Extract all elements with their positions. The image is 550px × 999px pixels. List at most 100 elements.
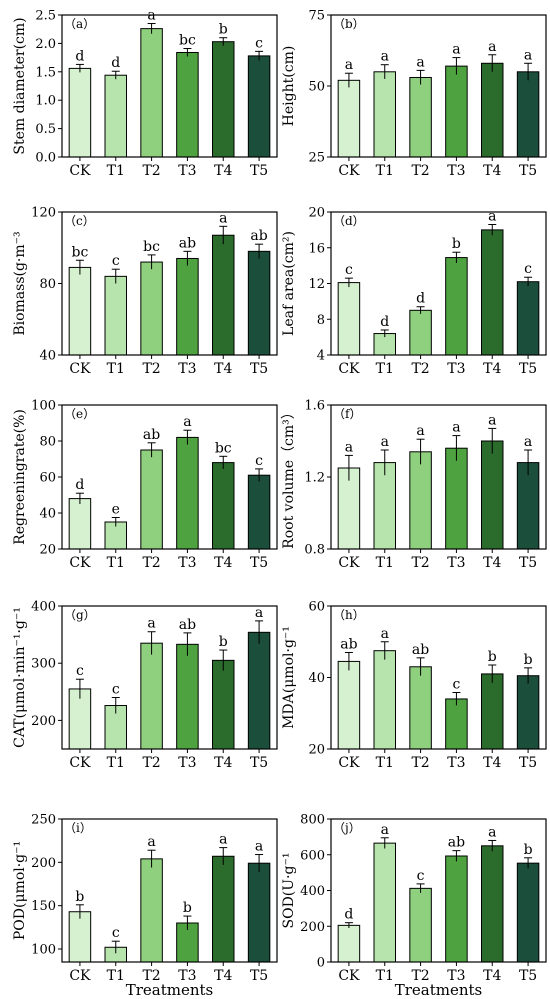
bar-T5 — [516, 675, 540, 750]
category-label: CK — [338, 163, 360, 179]
tick-label: 120 — [31, 206, 56, 221]
significance-letter: a — [452, 420, 460, 436]
tick-label: 40 — [39, 507, 56, 522]
tick-label: 4 — [317, 349, 325, 364]
category-label: T5 — [519, 163, 537, 179]
significance-letter: a — [147, 834, 155, 850]
bar-T2 — [140, 261, 163, 356]
category-label: T3 — [447, 361, 465, 377]
bar-T1 — [373, 71, 396, 158]
chart-panel-5: d CK e T1 ab T2 a T3 bc T4 c T5 20 40 60 80 100 （e） Regree… — [12, 399, 278, 571]
chart-panel-9: b CK c T1 a T2 b T3 a T4 a T5 100 150 200 250 （i） POD(μmo… — [12, 813, 278, 999]
tick-label: 100 — [31, 943, 56, 958]
bar-T5 — [247, 862, 271, 963]
category-label: T1 — [107, 968, 125, 984]
panel-tag: （f） — [333, 407, 361, 421]
significance-letter: b — [75, 889, 84, 905]
chart-panel-6: a CK a T1 a T2 a T3 a T4 a T5 0.8 1.2 1.6 （f） Root volum… — [281, 399, 547, 571]
significance-letter: a — [255, 839, 263, 855]
category-label: CK — [69, 361, 91, 377]
tick-label: 250 — [31, 813, 56, 828]
plot-frame — [61, 404, 278, 550]
bar-T3 — [445, 698, 468, 750]
significance-letter: bc — [179, 33, 196, 49]
significance-letter: bc — [215, 440, 232, 456]
x-axis-title: Treatments — [395, 981, 483, 999]
category-label: CK — [69, 555, 91, 571]
bar-T4 — [481, 229, 504, 356]
category-label: T4 — [483, 555, 501, 571]
panel-tag: （d） — [333, 214, 365, 228]
bar-T5 — [516, 862, 540, 963]
bar-T1 — [373, 842, 396, 963]
category-label: T5 — [519, 555, 537, 571]
significance-letter: c — [255, 453, 263, 469]
significance-letter: c — [76, 663, 84, 679]
tick-label: 200 — [31, 856, 56, 871]
significance-letter: b — [219, 22, 228, 38]
y-axis-title: Biomass(g·m⁻³ — [12, 231, 28, 335]
category-label: CK — [338, 968, 360, 984]
bar-T2 — [140, 449, 163, 550]
chart-panel-3: bc CK c T1 bc T2 ab T3 a T4 ab T5 40 80 120 （c） Biomass(… — [12, 206, 278, 377]
category-label: T4 — [483, 163, 501, 179]
bar-T3 — [176, 436, 199, 550]
bar-T1 — [104, 275, 127, 356]
y-axis-title: POD(μmol·g⁻¹ — [12, 841, 28, 940]
y-axis-title: SOD(U·g⁻¹ — [281, 853, 297, 929]
plot-frame — [61, 818, 278, 963]
tick-label: 200 — [300, 920, 325, 935]
category-label: T5 — [250, 755, 268, 771]
category-label: T3 — [178, 755, 196, 771]
tick-label: 80 — [39, 435, 56, 450]
tick-label: 2.5 — [35, 9, 56, 24]
significance-letter: d — [380, 314, 389, 330]
bar-T2 — [409, 887, 432, 963]
significance-letter: a — [488, 412, 496, 428]
panel-tag: （b） — [333, 17, 365, 31]
bar-T3 — [445, 855, 468, 963]
significance-letter: b — [488, 649, 497, 665]
category-label: T4 — [483, 361, 501, 377]
bar-T3 — [176, 257, 199, 356]
bar-CK — [337, 924, 361, 963]
significance-letter: ab — [143, 427, 160, 443]
category-label: T5 — [519, 968, 537, 984]
significance-letter: a — [381, 822, 389, 838]
significance-letter: b — [219, 634, 228, 650]
significance-letter: d — [111, 55, 120, 71]
significance-letter: e — [112, 502, 120, 518]
significance-letter: a — [488, 209, 496, 225]
significance-letter: bc — [72, 244, 89, 260]
bar-T2 — [409, 309, 432, 356]
significance-letter: ab — [340, 636, 357, 652]
category-label: T1 — [376, 755, 394, 771]
category-label: T5 — [250, 163, 268, 179]
bar-T1 — [373, 462, 396, 550]
bar-T2 — [409, 666, 432, 750]
significance-letter: c — [452, 677, 460, 693]
category-label: T3 — [447, 968, 465, 984]
bar-T2 — [140, 642, 163, 750]
significance-letter: d — [75, 477, 84, 493]
significance-letter: a — [488, 824, 496, 840]
plot-frame — [330, 404, 547, 550]
category-label: CK — [338, 555, 360, 571]
y-axis-title: Root volume（cm³） — [281, 405, 297, 549]
category-label: T1 — [107, 361, 125, 377]
category-label: T2 — [411, 968, 429, 984]
chart-panel-10: d CK a T1 c T2 ab T3 a T4 b T5 0 200 400 600 800 （j） SOD(U… — [281, 813, 547, 999]
significance-letter: a — [416, 423, 424, 439]
chart-panel-4: c CK d T1 d T2 b T3 a T4 c T5 4 8 12 16 20 （d） Leaf area(c… — [281, 206, 547, 377]
category-label: T1 — [107, 555, 125, 571]
category-label: T2 — [142, 968, 160, 984]
category-label: T5 — [519, 361, 537, 377]
bar-T5 — [247, 474, 271, 550]
y-axis-title: Regreeningrate(%) — [12, 409, 28, 545]
bar-CK — [68, 266, 92, 356]
bar-T5 — [247, 631, 271, 750]
tick-label: 1.6 — [304, 399, 325, 414]
tick-label: 150 — [31, 899, 56, 914]
significance-letter: c — [417, 868, 425, 884]
bar-CK — [337, 660, 361, 750]
